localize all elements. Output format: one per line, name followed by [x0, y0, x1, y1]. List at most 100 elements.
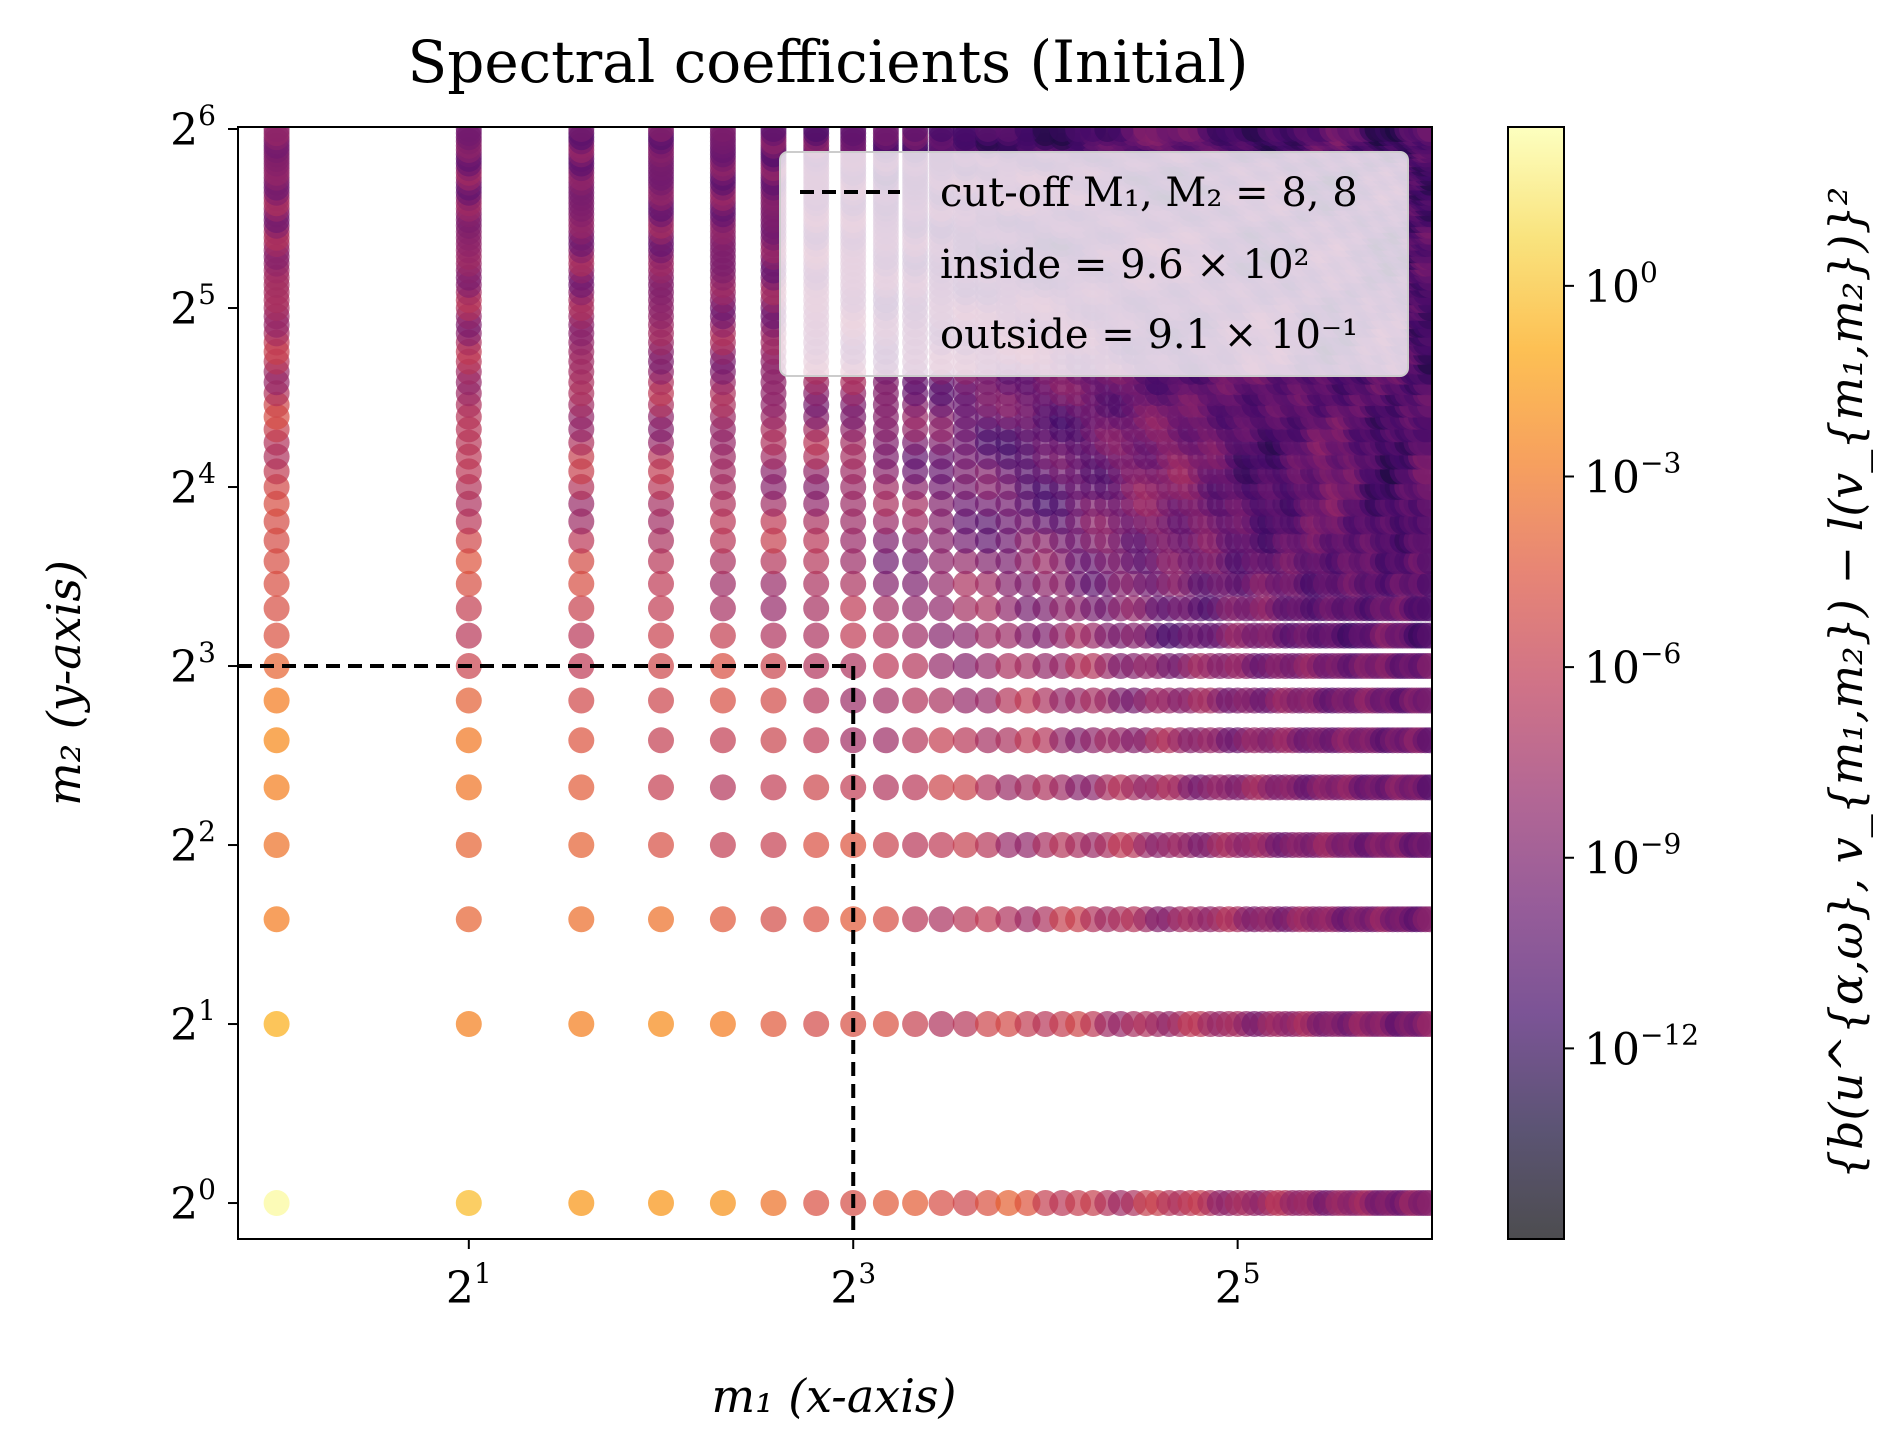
scatter-point — [995, 548, 1022, 575]
scatter-point — [568, 774, 595, 801]
scatter-point — [263, 906, 290, 933]
scatter-point — [995, 653, 1022, 679]
scatter-point — [952, 832, 979, 858]
scatter-point — [928, 127, 955, 142]
scatter-point — [648, 127, 674, 142]
scatter-point — [568, 527, 595, 554]
scatter-point — [872, 1190, 899, 1216]
scatter-point — [803, 832, 830, 858]
scatter-point — [760, 622, 787, 649]
scatter-point — [760, 527, 787, 554]
scatter-point — [648, 508, 674, 535]
scatter-point — [928, 622, 955, 649]
scatter-point — [974, 1190, 1001, 1216]
scatter-point — [995, 906, 1022, 933]
scatter-point — [1416, 727, 1432, 754]
scatter-point — [995, 1190, 1022, 1216]
scatter-point — [952, 906, 979, 933]
scatter-point — [709, 727, 736, 754]
scatter-point — [803, 1190, 830, 1216]
scatter-point — [803, 687, 830, 714]
scatter-point — [760, 687, 787, 714]
scatter-point — [263, 527, 290, 554]
scatter-point — [455, 595, 482, 622]
scatter-point — [1014, 653, 1041, 679]
scatter-point — [995, 595, 1022, 622]
scatter-point — [803, 727, 830, 754]
y-tick-label: 20 — [170, 1173, 216, 1230]
scatter-point — [803, 548, 830, 575]
scatter-point — [928, 653, 955, 679]
scatter-point — [648, 727, 674, 754]
scatter-point — [803, 570, 830, 597]
scatter-point — [974, 527, 1001, 554]
x-tick-label: 25 — [1215, 1257, 1261, 1314]
x-axis-ticks: 21 23 25 — [446, 1239, 1261, 1314]
scatter-point — [902, 1011, 929, 1037]
scatter-point — [840, 570, 867, 597]
scatter-point — [1014, 906, 1041, 933]
scatter-point — [902, 548, 929, 575]
scatter-point — [952, 687, 979, 714]
scatter-point — [902, 508, 929, 535]
scatter-point — [709, 687, 736, 714]
scatter-point — [902, 832, 929, 858]
scatter-point — [709, 508, 736, 535]
scatter-point — [263, 653, 290, 679]
scatter-point — [263, 1190, 290, 1216]
y-axis-label: m₂ (y-axis) — [37, 560, 91, 806]
scatter-point — [760, 548, 787, 575]
scatter-point — [1416, 653, 1432, 679]
scatter-point — [760, 127, 787, 142]
scatter-point — [803, 127, 830, 142]
scatter-point — [928, 527, 955, 554]
scatter-point — [1014, 548, 1041, 575]
scatter-point — [1416, 832, 1432, 858]
scatter-point — [648, 527, 674, 554]
scatter-point — [455, 622, 482, 649]
scatter-point — [1416, 1011, 1432, 1037]
colorbar-ticks: 100 10−3 10−6 10−9 10−12 — [1564, 256, 1699, 1075]
scatter-point — [709, 548, 736, 575]
scatter-point — [928, 570, 955, 597]
legend: cut-off M₁, M₂ = 8, 8 inside = 9.6 × 10²… — [779, 151, 1409, 377]
x-tick-label: 23 — [830, 1257, 876, 1314]
scatter-point — [648, 570, 674, 597]
scatter-point — [568, 595, 595, 622]
scatter-point — [952, 548, 979, 575]
scatter-point — [902, 727, 929, 754]
scatter-point — [1014, 527, 1041, 554]
scatter-point — [1416, 127, 1432, 142]
scatter-point — [760, 906, 787, 933]
scatter-point — [648, 832, 674, 858]
scatter-point — [902, 687, 929, 714]
y-tick-label: 25 — [170, 278, 216, 335]
scatter-point — [455, 774, 482, 801]
scatter-point — [974, 906, 1001, 933]
scatter-point — [995, 570, 1022, 597]
scatter-point — [928, 595, 955, 622]
scatter-point — [709, 1190, 736, 1216]
y-tick-label: 23 — [170, 636, 216, 693]
scatter-point — [902, 527, 929, 554]
scatter-point — [902, 1190, 929, 1216]
scatter-point — [568, 727, 595, 754]
colorbar-tick-label: 10−9 — [1584, 828, 1681, 885]
scatter-point — [995, 832, 1022, 858]
scatter-point — [568, 570, 595, 597]
scatter-point — [263, 570, 290, 597]
scatter-point — [263, 127, 290, 142]
scatter-point — [263, 548, 290, 575]
scatter-point — [928, 906, 955, 933]
scatter-point — [709, 570, 736, 597]
scatter-point — [928, 687, 955, 714]
scatter-point — [872, 570, 899, 597]
scatter-point — [263, 832, 290, 858]
scatter-point — [709, 774, 736, 801]
scatter-point — [1014, 508, 1041, 535]
scatter-point — [840, 548, 867, 575]
scatter-point — [1014, 774, 1041, 801]
scatter-point — [952, 570, 979, 597]
scatter-point — [803, 622, 830, 649]
scatter-point — [263, 508, 290, 535]
